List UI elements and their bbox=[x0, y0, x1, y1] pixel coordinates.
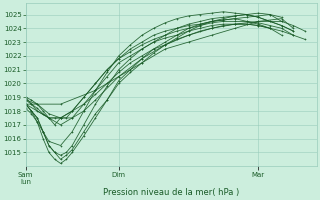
X-axis label: Pression niveau de la mer( hPa ): Pression niveau de la mer( hPa ) bbox=[103, 188, 239, 197]
